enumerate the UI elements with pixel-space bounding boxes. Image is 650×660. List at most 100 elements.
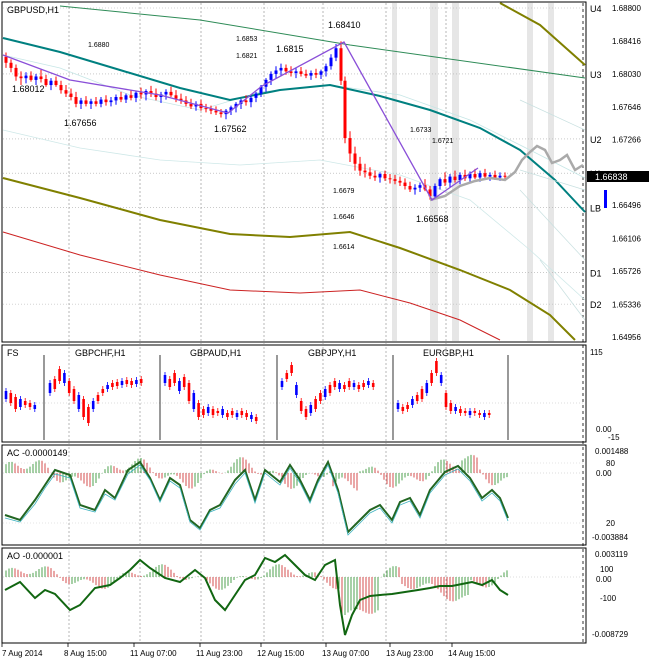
envelope-lower xyxy=(2,129,586,301)
candle-body xyxy=(4,56,8,63)
fs-candle-body xyxy=(371,383,375,387)
fs-candle-body xyxy=(72,389,76,401)
candle-body xyxy=(304,73,308,76)
candle-body xyxy=(448,176,452,183)
fs-candle-body xyxy=(245,413,248,417)
current-price-box xyxy=(587,171,649,182)
fs-candle-body xyxy=(406,405,409,409)
fs-candle-body xyxy=(221,409,224,415)
ao-scale-zero: 0.00 xyxy=(596,575,612,584)
candle-body xyxy=(44,79,48,86)
ac-scale-20: 20 xyxy=(606,519,615,528)
fs-candle-body xyxy=(67,381,71,393)
fs-candle-body xyxy=(178,381,181,391)
candle-body xyxy=(189,103,193,107)
price-annotation: 1.6853 xyxy=(236,36,258,43)
price-axis-label: 1.68800 xyxy=(612,4,641,13)
price-axis-label: 1.68030 xyxy=(612,70,641,79)
candle-body xyxy=(79,100,83,104)
candle-body xyxy=(269,73,273,80)
fs-candle-body xyxy=(250,415,253,419)
candle-body xyxy=(24,75,28,79)
ac-title: AC -0.0000149 xyxy=(7,448,68,458)
fs-candle-body xyxy=(478,413,481,415)
fs-panel[interactable] xyxy=(1,344,587,443)
fs-candle-body xyxy=(91,401,95,409)
candle-body xyxy=(353,153,357,164)
candle-body xyxy=(109,100,113,103)
fs-candle-body xyxy=(77,395,81,409)
candle-body xyxy=(84,100,88,104)
tick-volume-marker xyxy=(604,190,607,208)
price-annotation: 1.68012 xyxy=(12,84,45,94)
candle-body xyxy=(408,186,412,190)
ac-panel[interactable] xyxy=(1,444,587,546)
fs-scale-bottom: -15 xyxy=(608,433,620,442)
candle-body xyxy=(244,100,248,103)
fs-candle-body xyxy=(415,395,419,401)
fs-candle-body xyxy=(357,385,361,389)
price-annotation: 1.6646 xyxy=(333,214,355,221)
moving-average-teal xyxy=(2,37,586,213)
candle-body xyxy=(64,90,68,94)
fs-candle-body xyxy=(290,365,293,373)
fan-line xyxy=(519,189,586,261)
fs-candle-body xyxy=(4,391,8,399)
fs-symbol-eurgbp: EURGBP,H1 xyxy=(423,348,474,358)
fs-candle-body xyxy=(173,373,176,383)
candle-body xyxy=(259,86,263,94)
candle-body xyxy=(204,108,208,110)
price-axis-label: 1.67266 xyxy=(612,135,641,144)
candle-body xyxy=(289,71,293,74)
level-label-d2: D2 xyxy=(590,300,602,310)
fs-candle-body xyxy=(135,380,138,384)
candle-body xyxy=(488,174,492,177)
fs-candle-body xyxy=(439,375,443,383)
ao-title: AO -0.000001 xyxy=(7,551,63,561)
time-label: 14 Aug 15:00 xyxy=(448,649,496,658)
candle-body xyxy=(329,57,333,67)
fs-candle-body xyxy=(168,379,172,387)
candle-body xyxy=(229,107,233,111)
candle-body xyxy=(154,93,158,98)
candle-body xyxy=(388,178,392,180)
fs-candle-body xyxy=(23,401,27,405)
candle-body xyxy=(49,80,53,86)
fs-candle-body xyxy=(240,411,244,415)
main-title: GBPUSD,H1 xyxy=(7,5,59,15)
candle-body xyxy=(129,95,133,98)
fs-candle-body xyxy=(96,395,100,401)
zigzag-line xyxy=(2,41,479,201)
fs-candle-body xyxy=(459,409,462,413)
fs-candle-body xyxy=(347,381,351,387)
fs-candle-body xyxy=(449,403,453,411)
fs-candle-body xyxy=(323,389,327,397)
session-shade xyxy=(430,3,438,341)
candle-body xyxy=(104,99,108,103)
fs-candle-body xyxy=(333,381,337,387)
candle-body xyxy=(324,66,328,72)
session-shade xyxy=(527,3,533,341)
main-chart-panel[interactable] xyxy=(1,1,587,343)
fs-candle-body xyxy=(463,411,467,413)
candle-body xyxy=(443,179,447,183)
fs-symbol-gbpaud: GBPAUD,H1 xyxy=(190,348,241,358)
price-axis-label: 1.68416 xyxy=(612,37,641,46)
candle-body xyxy=(428,189,432,197)
time-label: 13 Aug 07:00 xyxy=(322,649,370,658)
candle-body xyxy=(219,112,223,115)
fs-candle-body xyxy=(280,381,284,387)
price-annotation: 1.67656 xyxy=(64,118,97,128)
fs-candle-body xyxy=(343,385,346,389)
ao-line xyxy=(4,553,509,636)
candle-body xyxy=(249,97,253,103)
fs-title: FS xyxy=(7,348,19,358)
fs-candle-body xyxy=(444,393,448,407)
fs-candle-body xyxy=(319,393,322,401)
candle-body xyxy=(69,93,73,98)
candle-body xyxy=(438,179,442,187)
ao-scale-bottom: -0.008729 xyxy=(592,630,629,639)
fs-candle-body xyxy=(396,403,400,409)
fs-candle-body xyxy=(106,385,109,389)
